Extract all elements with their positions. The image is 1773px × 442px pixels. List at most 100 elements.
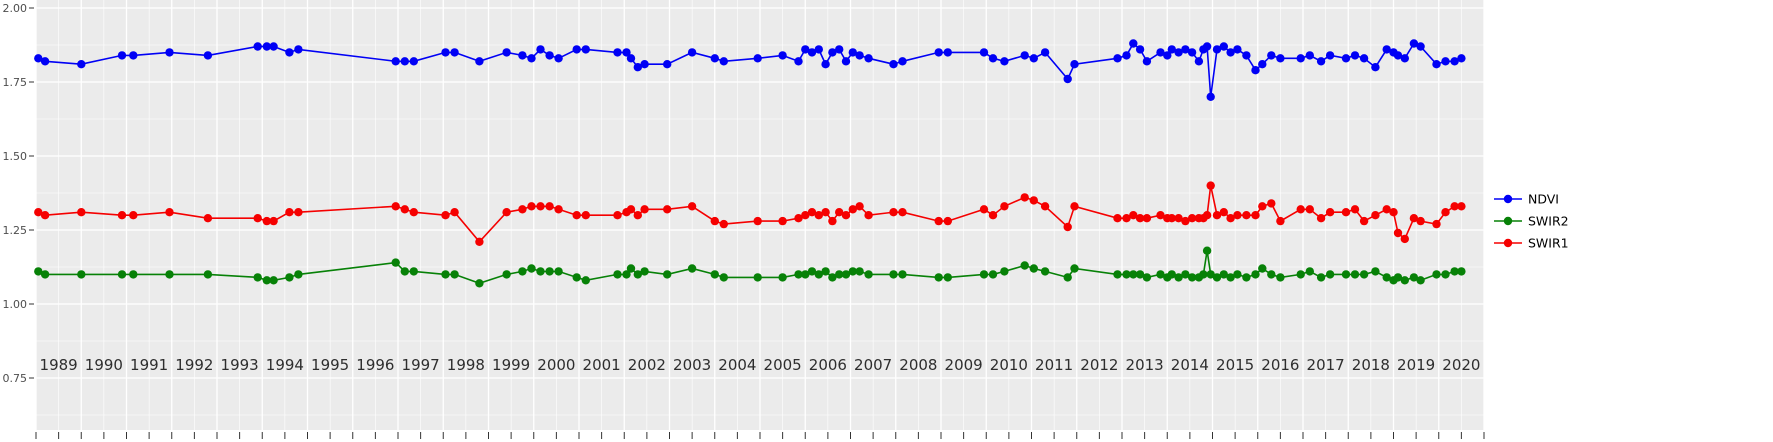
data-point-SWIR2 [1122,270,1131,279]
data-point-SWIR2 [898,270,907,279]
data-point-NDVI [934,48,943,57]
data-point-SWIR2 [801,270,810,279]
data-point-NDVI [801,45,810,54]
data-point-NDVI [1296,54,1305,63]
data-point-SWIR2 [409,267,418,276]
data-point-SWIR1 [475,237,484,246]
data-point-SWIR2 [527,264,536,273]
data-point-SWIR1 [391,202,400,211]
data-point-NDVI [626,54,636,63]
data-point-NDVI [663,59,672,69]
data-point-SWIR2 [1167,270,1177,279]
data-point-SWIR1 [165,208,174,217]
data-point-NDVI [687,48,697,57]
data-point-SWIR2 [117,270,127,279]
data-point-NDVI [1163,51,1172,60]
data-point-SWIR1 [294,208,303,217]
data-point-SWIR2 [719,273,728,282]
data-point-NDVI [400,57,409,66]
data-point-SWIR1 [1156,211,1165,220]
data-point-NDVI [1258,59,1267,69]
data-point-NDVI [1194,57,1204,66]
data-point-NDVI [1174,48,1183,57]
data-point-SWIR2 [1242,273,1251,282]
data-point-SWIR2 [1450,267,1459,276]
data-point-SWIR1 [1441,208,1450,217]
data-point-SWIR2 [502,270,511,279]
x-tick-label: 2016 [1261,356,1299,374]
data-point-NDVI [864,54,873,63]
data-point-SWIR2 [1371,267,1380,276]
x-tick-label: 2001 [583,356,621,374]
data-point-NDVI [1000,57,1009,66]
x-tick-label: 2005 [764,356,802,374]
data-point-NDVI [855,51,864,60]
data-point-SWIR1 [1122,214,1131,223]
data-point-SWIR2 [943,273,952,282]
data-point-SWIR2 [1029,264,1039,273]
x-tick-label: 1997 [402,356,440,374]
data-point-NDVI [518,51,527,60]
data-point-NDVI [794,57,803,66]
data-point-SWIR1 [77,208,86,217]
x-tick-label: 2003 [673,356,711,374]
data-point-SWIR1 [1416,216,1425,226]
legend-label-NDVI: NDVI [1528,192,1559,207]
data-point-SWIR1 [1000,202,1009,211]
data-point-SWIR2 [581,276,590,285]
x-tick-label: 2006 [809,356,847,374]
x-tick-label: 1994 [266,356,304,374]
data-point-SWIR2 [1174,273,1183,282]
data-point-SWIR2 [1296,270,1305,279]
data-point-SWIR1 [502,208,511,217]
data-point-NDVI [129,51,138,60]
data-point-SWIR1 [441,211,450,220]
data-point-NDVI [1226,48,1235,57]
data-point-SWIR1 [285,208,294,217]
data-point-SWIR1 [1212,211,1222,220]
x-tick-label: 2013 [1126,356,1164,374]
data-point-SWIR2 [626,264,636,273]
data-point-NDVI [34,54,43,63]
x-tick-label: 2018 [1352,356,1390,374]
data-point-SWIR1 [807,208,817,217]
data-point-SWIR1 [1389,208,1398,217]
data-point-NDVI [640,59,649,69]
x-tick-label: 2011 [1035,356,1073,374]
data-point-SWIR2 [285,273,294,282]
data-point-NDVI [1350,51,1360,60]
data-point-NDVI [502,48,511,57]
x-tick-label: 2015 [1216,356,1254,374]
data-point-SWIR2 [1135,270,1145,279]
data-point-SWIR2 [1341,270,1351,279]
x-tick-label: 2010 [990,356,1028,374]
x-tick-label: 1996 [356,356,394,374]
data-point-SWIR2 [1181,270,1190,279]
data-point-SWIR2 [1316,273,1326,282]
data-point-SWIR2 [864,270,873,279]
data-point-SWIR1 [536,202,545,211]
data-point-SWIR2 [1350,270,1360,279]
y-tick-label: 1.50 [3,150,28,163]
data-point-SWIR2 [1020,261,1029,270]
data-point-SWIR1 [1063,222,1072,232]
data-point-NDVI [262,42,271,51]
data-point-SWIR1 [1242,211,1251,220]
data-point-NDVI [1305,51,1315,60]
x-tick-label: 1991 [130,356,168,374]
data-point-SWIR2 [34,267,43,276]
data-point-SWIR1 [1350,205,1360,214]
data-point-SWIR2 [613,270,622,279]
data-point-SWIR1 [613,211,622,220]
data-point-SWIR1 [855,202,864,211]
data-point-SWIR1 [1296,205,1305,214]
data-point-NDVI [1432,59,1441,69]
data-point-SWIR2 [1258,264,1267,273]
data-point-SWIR2 [663,270,672,279]
data-point-SWIR2 [294,270,303,279]
x-tick-label: 2020 [1442,356,1480,374]
data-point-SWIR2 [622,270,631,279]
data-point-SWIR2 [1129,270,1138,279]
data-point-SWIR2 [835,270,844,279]
data-point-SWIR1 [1070,202,1079,211]
